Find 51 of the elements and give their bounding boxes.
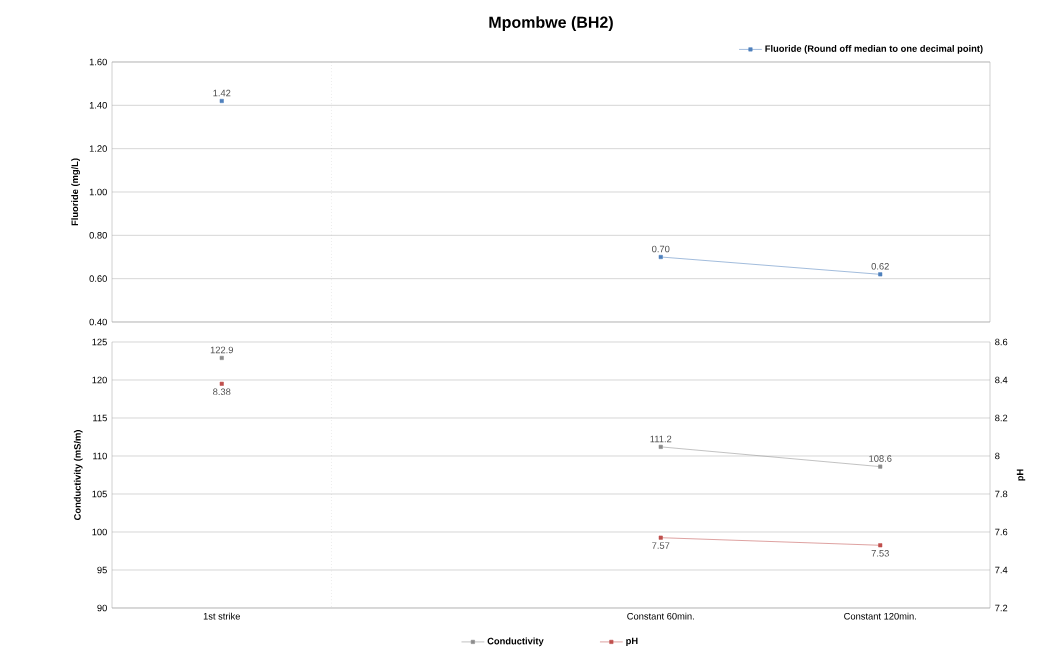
y2-tick-label: 7.8	[995, 490, 1008, 498]
y-axis-title: Fluoride (mg/L)	[71, 158, 80, 226]
data-label: 122.9	[210, 346, 233, 354]
y-tick-label: 1.00	[89, 188, 107, 196]
point	[878, 543, 883, 548]
point	[219, 356, 224, 361]
data-label: 7.53	[871, 550, 889, 557]
y-tick-label: 100	[92, 528, 107, 536]
y-tick-label: 90	[97, 604, 107, 612]
legend-label: pH	[626, 637, 638, 647]
y2-tick-label: 7.4	[995, 566, 1008, 574]
data-label: 111.2	[650, 435, 672, 443]
y2-tick-label: 8	[995, 452, 1000, 460]
y-tick-label: 115	[93, 414, 107, 422]
data-label: 7.57	[652, 542, 670, 550]
data-label: 108.6	[869, 455, 892, 463]
y2-axis-title: pH	[1016, 469, 1026, 481]
point	[878, 464, 883, 469]
data-label: 0.70	[652, 245, 670, 253]
point	[219, 99, 224, 104]
x-tick-label: Constant 60min.	[627, 612, 694, 620]
data-label: 0.62	[871, 263, 889, 270]
point	[219, 381, 224, 386]
y-axis-title: Conductivity (mS/m)	[73, 430, 83, 521]
data-label: 8.38	[213, 388, 231, 396]
y2-tick-label: 8.6	[995, 338, 1008, 346]
y-tick-label: 1.20	[89, 145, 107, 153]
y-tick-label: 95	[97, 566, 107, 574]
y-tick-label: 125	[92, 338, 107, 346]
data-label: 1.42	[213, 89, 231, 97]
chart-title: Mpombwe (BH2)	[489, 16, 613, 32]
point	[658, 255, 663, 260]
y-tick-label: 0.60	[89, 275, 107, 283]
point	[878, 272, 883, 277]
x-tick-label: Constant 120min.	[844, 612, 916, 620]
legend-label: Fluoride (Round off median to one decimal point)	[765, 45, 983, 54]
y-tick-label: 1.60	[89, 58, 107, 66]
x-tick-label: 1st strike	[203, 612, 240, 620]
y-tick-label: 105	[92, 490, 107, 498]
legend-label: Conductivity	[487, 637, 544, 647]
point	[658, 535, 663, 540]
y-tick-label: 110	[93, 452, 107, 460]
y2-tick-label: 7.2	[995, 604, 1008, 612]
y-tick-label: 1.40	[89, 102, 107, 109]
y2-tick-label: 7.6	[995, 528, 1008, 536]
point	[658, 445, 663, 450]
y2-tick-label: 8.2	[995, 414, 1008, 422]
y-tick-label: 0.80	[89, 232, 107, 239]
y-tick-label: 0.40	[89, 318, 107, 326]
y2-tick-label: 8.4	[995, 376, 1008, 384]
y-tick-label: 120	[92, 376, 107, 384]
